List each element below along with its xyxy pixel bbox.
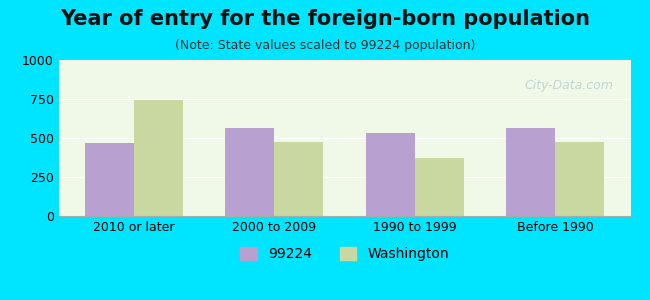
Bar (225, 128, 274, 216)
Bar (506, 128, 555, 216)
Legend: 99224, Washington: 99224, Washington (233, 240, 456, 268)
Text: (Note: State values scaled to 99224 population): (Note: State values scaled to 99224 popu… (175, 39, 475, 52)
Bar (274, 142, 324, 216)
Bar (555, 142, 605, 216)
Bar (415, 158, 464, 216)
Text: Year of entry for the foreign-born population: Year of entry for the foreign-born popul… (60, 9, 590, 29)
Text: City-Data.com: City-Data.com (525, 79, 614, 92)
Bar (365, 133, 415, 216)
Bar (84, 143, 134, 216)
Bar (134, 100, 183, 216)
